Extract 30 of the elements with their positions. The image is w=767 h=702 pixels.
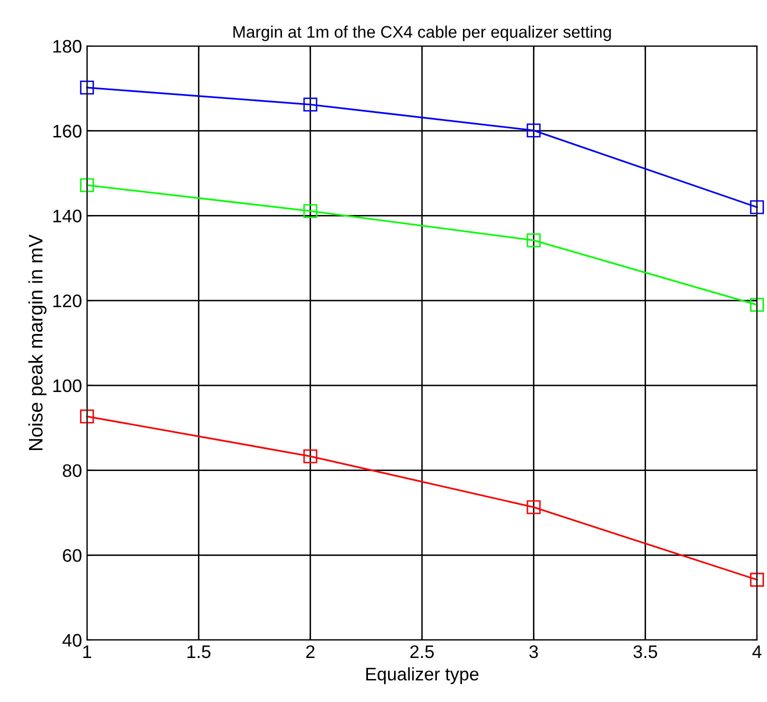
x-tick-label: 1.5 [187, 646, 210, 658]
y-tick-label: 120 [53, 294, 82, 308]
y-tick-label: 60 [62, 549, 82, 562]
point [80, 178, 94, 192]
y-axis-title: Noise peak margin in mV [28, 234, 46, 450]
y-tick-label: 40 [62, 634, 82, 647]
y-tick-label: 180 [53, 40, 82, 53]
point [750, 298, 764, 312]
x-tick-label: 3.5 [633, 645, 658, 658]
x-tick-label: 3 [529, 645, 538, 658]
y-tick-label: 160 [53, 124, 82, 138]
x-axis-title: Equalizer type [366, 667, 478, 684]
point [303, 98, 318, 112]
y-tick-label: 140 [53, 210, 82, 222]
point [750, 572, 764, 587]
chart-title: Margin at 1m of the CX4 cable per equalizer setting [233, 26, 611, 42]
x-tick-label: 2 [306, 645, 314, 658]
point [303, 204, 318, 218]
point [80, 80, 94, 95]
x-tick-label: 1 [83, 646, 92, 658]
point [526, 500, 541, 514]
point [526, 123, 541, 138]
y-tick-label: 100 [53, 379, 82, 392]
x-tick-label: 2.5 [410, 645, 434, 658]
point [526, 233, 541, 248]
y-tick-label: 80 [62, 464, 82, 478]
x-tick-label: 4 [752, 646, 762, 658]
point [80, 409, 94, 424]
point [303, 449, 318, 464]
point [750, 200, 764, 214]
